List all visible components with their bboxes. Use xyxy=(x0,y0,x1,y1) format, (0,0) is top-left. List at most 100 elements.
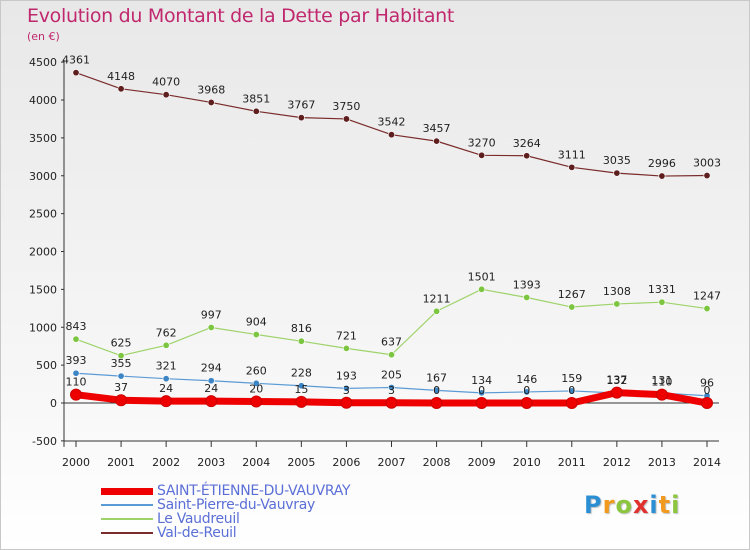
data-point xyxy=(115,394,128,407)
data-point xyxy=(342,344,350,352)
x-tick-label: 2013 xyxy=(648,456,676,469)
data-label: 3003 xyxy=(693,157,721,170)
line-chart: -500050010001500200025003000350040004500… xyxy=(29,54,721,469)
y-tick-label: 2000 xyxy=(29,246,57,259)
data-point xyxy=(295,395,308,408)
unit-label: (en €) xyxy=(27,30,60,43)
data-point xyxy=(478,151,486,159)
data-point xyxy=(610,386,623,399)
data-point xyxy=(297,382,305,390)
data-label: 355 xyxy=(111,357,132,370)
x-tick-label: 2005 xyxy=(287,456,315,469)
data-label: 904 xyxy=(246,316,267,329)
data-label: 4148 xyxy=(107,70,135,83)
data-label: 1331 xyxy=(648,283,676,296)
data-label: 20 xyxy=(249,382,263,395)
data-point xyxy=(613,169,621,177)
data-label: 24 xyxy=(204,382,218,395)
data-point xyxy=(387,351,395,359)
data-point xyxy=(250,395,263,408)
proxiti-logo: Proxiti xyxy=(584,491,681,519)
data-point xyxy=(387,383,395,391)
legend-label: Saint-Pierre-du-Vauvray xyxy=(157,497,315,513)
data-label: 762 xyxy=(156,326,177,339)
data-label: 637 xyxy=(381,336,402,349)
data-label: 193 xyxy=(336,369,357,382)
x-tick-label: 2007 xyxy=(378,456,406,469)
data-point xyxy=(655,388,668,401)
data-label: 3 xyxy=(388,384,395,397)
data-point xyxy=(342,115,350,123)
data-point xyxy=(523,152,531,160)
y-tick-label: 3000 xyxy=(29,170,57,183)
data-label: 15 xyxy=(294,383,308,396)
x-tick-label: 2000 xyxy=(62,456,90,469)
data-point xyxy=(162,91,170,99)
data-point xyxy=(613,300,621,308)
legend-label: SAINT-ÉTIENNE-DU-VAUVRAY xyxy=(157,483,351,499)
data-point xyxy=(433,386,441,394)
data-point xyxy=(523,388,531,396)
data-point xyxy=(701,397,713,409)
data-label: 3264 xyxy=(513,137,541,150)
x-tick-label: 2006 xyxy=(332,456,360,469)
data-label: 131 xyxy=(651,374,672,387)
data-point xyxy=(385,396,398,409)
data-label: 3750 xyxy=(332,100,360,113)
y-tick-label: 500 xyxy=(36,359,57,372)
data-point xyxy=(207,98,215,106)
data-point xyxy=(252,379,260,387)
data-point xyxy=(520,397,533,409)
data-label: 294 xyxy=(201,362,222,375)
y-tick-label: 3500 xyxy=(29,132,57,145)
data-label: 2996 xyxy=(648,157,676,170)
data-point xyxy=(72,369,80,377)
data-label: 3270 xyxy=(468,136,496,149)
data-point xyxy=(342,384,350,392)
data-label: 1247 xyxy=(693,290,721,303)
x-tick-label: 2009 xyxy=(468,456,496,469)
data-label: 393 xyxy=(66,354,87,367)
x-tick-label: 2008 xyxy=(423,456,451,469)
data-label: 146 xyxy=(516,373,537,386)
data-point xyxy=(433,137,441,145)
data-point xyxy=(568,387,576,395)
x-tick-label: 2012 xyxy=(603,456,631,469)
data-label: 3035 xyxy=(603,154,631,167)
data-label: 997 xyxy=(201,308,222,321)
data-label: 4361 xyxy=(62,54,90,67)
data-point xyxy=(162,375,170,383)
data-label: 0 xyxy=(704,384,711,397)
legend-swatch xyxy=(101,504,153,506)
data-point xyxy=(523,293,531,301)
data-label: 167 xyxy=(426,371,447,384)
data-point xyxy=(162,341,170,349)
data-label: 625 xyxy=(111,337,132,350)
y-tick-label: 0 xyxy=(50,397,57,410)
legend-swatch xyxy=(101,487,153,495)
x-tick-label: 2001 xyxy=(107,456,135,469)
data-point xyxy=(160,395,173,408)
y-tick-label: 2500 xyxy=(29,208,57,221)
x-tick-label: 2002 xyxy=(152,456,180,469)
data-label: 1308 xyxy=(603,285,631,298)
x-tick-label: 2011 xyxy=(558,456,586,469)
data-label: 132 xyxy=(606,374,627,387)
data-label: 816 xyxy=(291,322,312,335)
data-point xyxy=(475,397,488,409)
data-label: 37 xyxy=(114,381,128,394)
data-point xyxy=(117,372,125,380)
data-point xyxy=(430,397,443,409)
data-label: 205 xyxy=(381,368,402,381)
data-label: 110 xyxy=(66,376,87,389)
data-point xyxy=(72,69,80,77)
data-label: 228 xyxy=(291,367,312,380)
data-label: 159 xyxy=(561,372,582,385)
data-point xyxy=(703,172,711,180)
data-point xyxy=(297,337,305,345)
data-point xyxy=(205,395,218,408)
y-tick-label: 4500 xyxy=(29,56,57,69)
data-label: 0 xyxy=(568,384,575,397)
data-label: 843 xyxy=(66,320,87,333)
